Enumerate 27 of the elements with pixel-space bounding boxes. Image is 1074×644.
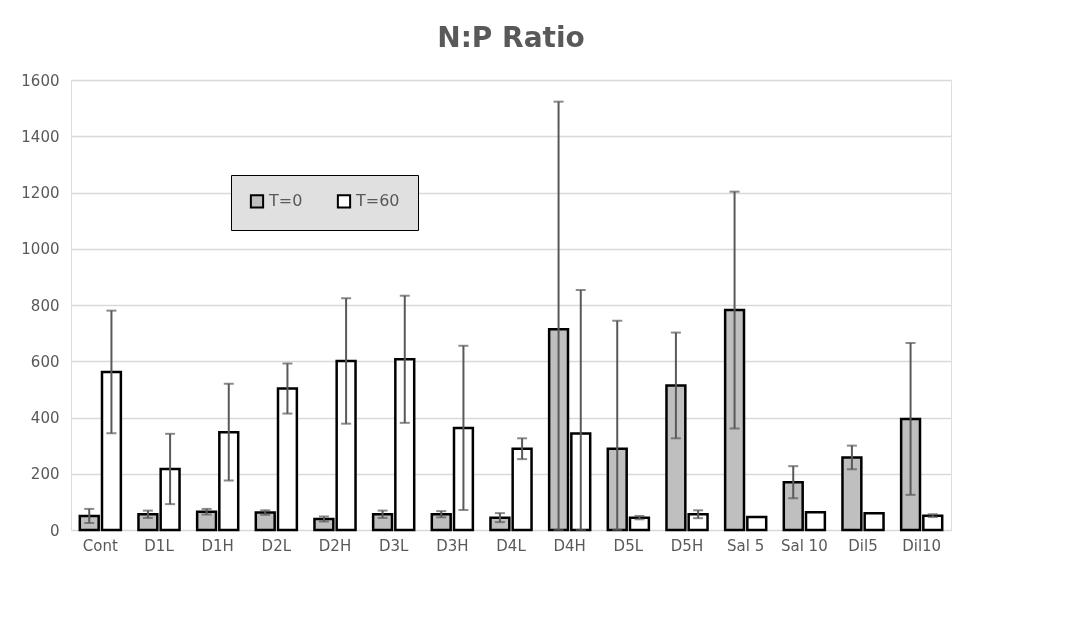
y-tick-label: 400 bbox=[30, 409, 60, 427]
y-tick-label: 200 bbox=[30, 465, 60, 484]
y-tick-label: 800 bbox=[30, 296, 60, 315]
chart-title: N:P Ratio bbox=[437, 21, 585, 54]
legend-label: T=60 bbox=[355, 191, 400, 211]
x-tick-label: D5H bbox=[670, 536, 704, 555]
legend-label: T=0 bbox=[268, 191, 303, 211]
x-tick-label: D3L bbox=[378, 536, 410, 555]
y-tick-label: 1000 bbox=[21, 240, 60, 259]
y-tick-label: 0 bbox=[49, 521, 60, 540]
x-tick-label: D3H bbox=[436, 536, 469, 555]
y-tick-label: 1400 bbox=[21, 127, 60, 146]
x-tick-label: D5L bbox=[613, 536, 644, 555]
y-tick-label: 1200 bbox=[21, 184, 60, 202]
x-tick-label: D2L bbox=[261, 536, 292, 555]
x-tick-label: D2H bbox=[318, 536, 352, 555]
x-tick-label: Cont bbox=[82, 536, 118, 555]
y-tick-label: 1600 bbox=[21, 71, 60, 90]
x-tick-label: Dil10 bbox=[902, 536, 942, 555]
x-tick-label: D4L bbox=[496, 536, 527, 555]
x-tick-label: D1H bbox=[201, 536, 234, 555]
x-tick-label: Sal 10 bbox=[780, 536, 828, 555]
y-tick-label: 600 bbox=[30, 352, 60, 371]
x-tick-label: Dil5 bbox=[848, 536, 878, 555]
x-tick-label: D1L bbox=[144, 536, 175, 555]
x-tick-label: Sal 5 bbox=[727, 536, 765, 555]
x-tick-label: D4H bbox=[553, 536, 586, 555]
